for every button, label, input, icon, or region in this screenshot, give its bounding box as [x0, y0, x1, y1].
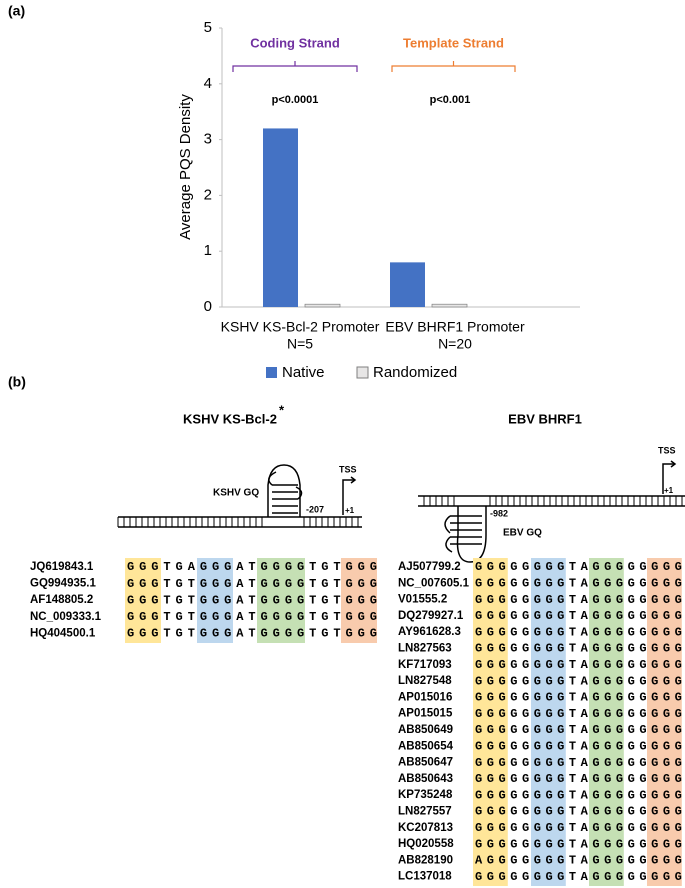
legend-swatch [356, 366, 369, 379]
accession: AB828190 [398, 854, 453, 866]
y-tick-label: 1 [204, 242, 212, 259]
y-tick-label: 5 [204, 19, 212, 36]
highlight [197, 558, 233, 643]
accession: AY961628.3 [398, 626, 461, 638]
highlight [257, 558, 305, 643]
y-tick-label: 4 [204, 75, 212, 92]
ebv-diagram [418, 460, 685, 563]
p-value: p<0.0001 [272, 94, 319, 106]
accession: DQ279927.1 [398, 610, 464, 622]
diagram-label: -982 [490, 508, 508, 518]
bar [431, 303, 468, 308]
bracket [391, 61, 516, 72]
annotation: Coding Strand [250, 35, 340, 50]
sequence: GGGTGTGGGATGGGGTGTGGG [127, 610, 377, 624]
bar [390, 262, 425, 307]
bracket [232, 61, 358, 72]
diagram-title: KSHV KS-Bcl-2 [183, 411, 277, 426]
sequence: GGGTGTGGGATGGGGTGTGGG [127, 577, 377, 591]
accession: NC_009333.1 [30, 611, 102, 623]
y-tick-label: 2 [204, 186, 212, 203]
legend-label: Randomized [373, 364, 457, 381]
diagram-label: TSS [339, 464, 357, 474]
highlight [473, 558, 508, 886]
x-tick-label: KSHV KS-Bcl-2 Promoter [221, 319, 380, 335]
accession: AB850654 [398, 740, 454, 752]
accession: AP015016 [398, 691, 452, 703]
y-tick-label: 3 [204, 131, 212, 148]
accession: AB850649 [398, 724, 453, 736]
diagram-title: EBV BHRF1 [508, 411, 582, 426]
highlight [125, 558, 161, 643]
highlight [531, 558, 566, 886]
x-tick-label: EBV BHRF1 Promoter [385, 319, 525, 335]
accession: LN827563 [398, 643, 452, 655]
accession: NC_007605.1 [398, 577, 470, 589]
kshv-diagram [117, 464, 362, 528]
accession: AB850643 [398, 773, 453, 785]
accession: JQ619843.1 [30, 561, 94, 573]
bar [304, 303, 341, 308]
x-tick-label: N=20 [438, 336, 472, 352]
accession: AP015015 [398, 708, 453, 720]
accession: LN827548 [398, 675, 452, 687]
diagram-label: EBV GQ [503, 528, 542, 539]
panel-label: (b) [8, 374, 26, 390]
p-value: p<0.001 [430, 94, 471, 106]
highlight [341, 558, 377, 643]
title-mark: * [279, 402, 285, 417]
accession: LC137018 [398, 871, 452, 883]
diagram-label: +1 [664, 486, 674, 495]
accession: AJ507799.2 [398, 561, 461, 573]
accession: GQ994935.1 [30, 578, 96, 590]
legend-label: Native [282, 364, 325, 381]
sequence: GGGTGTGGGATGGGGTGTGGG [127, 627, 377, 641]
x-tick-label: N=5 [287, 336, 313, 352]
accession: HQ020558 [398, 838, 454, 850]
sequence: GGGTGTGGGATGGGGTGTGGG [127, 593, 377, 607]
annotation: Template Strand [403, 35, 504, 50]
diagram-label: -207 [306, 504, 324, 514]
accession: AF148805.2 [30, 594, 93, 606]
highlight [647, 558, 682, 886]
accession: LN827557 [398, 806, 452, 818]
highlight [589, 558, 624, 886]
legend-swatch [266, 367, 277, 378]
y-axis-label: Average PQS Density [177, 94, 194, 240]
diagram-label: TSS [658, 445, 676, 455]
accession: HQ404500.1 [30, 627, 96, 639]
accession: AB850647 [398, 757, 453, 769]
accession: KC207813 [398, 822, 453, 834]
diagram-label: KSHV GQ [213, 488, 259, 499]
accession: V01555.2 [398, 594, 447, 606]
y-tick-label: 0 [204, 298, 212, 315]
bar [263, 128, 298, 307]
panel-label: (a) [8, 3, 25, 19]
sequence: GGGTGAGGGATGGGGTGTGGG [127, 560, 377, 574]
accession: KP735248 [398, 789, 453, 801]
diagram-label: +1 [345, 506, 355, 515]
accession: KF717093 [398, 659, 452, 671]
